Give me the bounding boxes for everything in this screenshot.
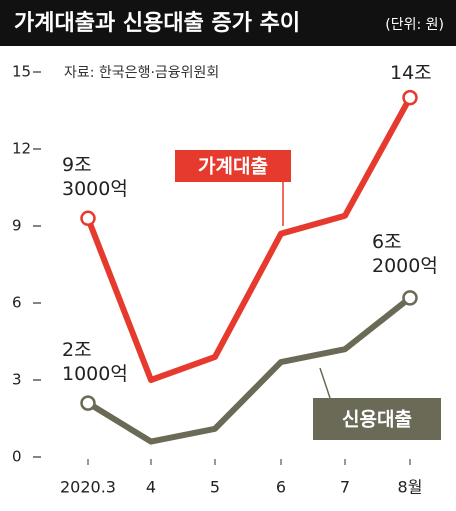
value-label-line: 3000억 — [62, 178, 128, 200]
value-label-line: 9조 — [62, 154, 92, 176]
legend-box — [313, 398, 441, 440]
chart-title: 가계대출과 신용대출 증가 추이 — [14, 11, 300, 36]
y-tick-label: 6 — [12, 294, 22, 312]
title-band — [0, 0, 456, 46]
x-tick-label: 4 — [146, 478, 156, 497]
value-label: 14조 — [390, 62, 432, 84]
value-label: 2조 1000억 — [62, 339, 128, 385]
endpoint — [402, 89, 418, 106]
x-tick-label: 7 — [340, 478, 350, 497]
y-tick-label: 12 — [12, 140, 31, 158]
value-label: 6조 2000억 — [372, 231, 438, 277]
endpoint — [402, 290, 418, 306]
value-label-line: 2000억 — [372, 255, 438, 277]
value-label: 9조 3000억 — [62, 154, 128, 200]
y-tick-label: 3 — [12, 371, 22, 389]
x-tick-label: 5 — [210, 478, 220, 497]
endpoint — [80, 395, 96, 411]
value-label-line: 6조 — [372, 231, 402, 253]
y-tick-label: 15 — [12, 63, 31, 81]
legend-box — [175, 150, 291, 182]
y-tick-label: 0 — [12, 448, 22, 466]
value-label-line: 14조 — [390, 62, 432, 84]
value-label-line: 2조 — [62, 339, 92, 361]
y-tick-label: 9 — [12, 217, 22, 235]
unit: (단위: 원) — [385, 17, 444, 33]
endpoint — [80, 210, 96, 227]
source: 자료: 한국은행·금융위원회 — [64, 65, 219, 81]
x-tick-label: 2020.3 — [60, 478, 116, 497]
x-tick-label: 6 — [276, 478, 286, 497]
legend-pointer — [319, 367, 331, 399]
legend-label: 신용대출 — [342, 409, 412, 431]
legend-label: 가계대출 — [198, 156, 268, 178]
series-line — [86, 295, 412, 445]
value-label-line: 1000억 — [62, 363, 128, 385]
series-line — [85, 96, 413, 383]
x-tick-label: 8월 — [398, 478, 423, 497]
